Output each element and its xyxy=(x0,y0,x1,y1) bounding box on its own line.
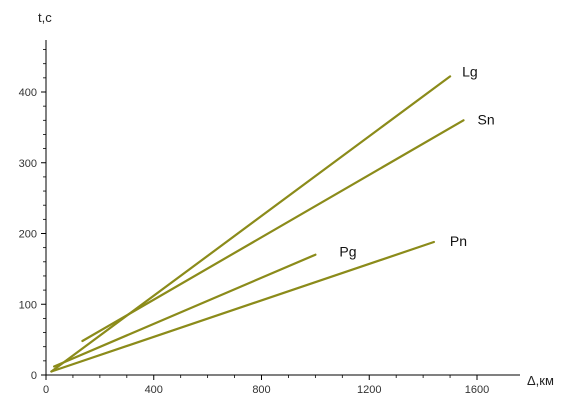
x-axis-title: Δ,км xyxy=(527,373,554,388)
ticks: 0 400 800 1200 1600 0 100 200 300 400 xyxy=(19,49,489,396)
y-tick-label: 300 xyxy=(19,158,37,170)
x-tick-label: 0 xyxy=(43,384,49,396)
y-tick-label: 0 xyxy=(31,370,37,382)
series-label-sn: Sn xyxy=(478,111,495,127)
series-line-lg xyxy=(50,75,452,373)
series-label-pg: Pg xyxy=(339,244,356,260)
x-tick-label: 1200 xyxy=(357,384,381,396)
series-line-sn xyxy=(81,119,465,343)
x-tick-label: 1600 xyxy=(465,384,489,396)
series-label-lg: Lg xyxy=(462,63,478,79)
series-line-pn xyxy=(50,240,435,373)
y-tick-label: 100 xyxy=(19,299,37,311)
series-lines xyxy=(50,75,465,373)
y-tick-label: 200 xyxy=(19,229,37,241)
labels: Lg Sn Pg Pn xyxy=(339,63,494,259)
axes xyxy=(45,40,520,376)
series-line-pg xyxy=(52,253,317,368)
y-tick-label: 400 xyxy=(19,87,37,99)
series-label-pn: Pn xyxy=(450,233,467,249)
y-axis-title: t,c xyxy=(38,10,52,25)
x-tick-label: 400 xyxy=(145,384,163,396)
x-tick-label: 800 xyxy=(252,384,270,396)
